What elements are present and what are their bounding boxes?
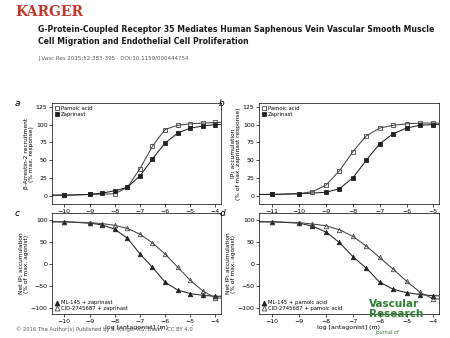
Legend: Pamoic acid, Zaprinast: Pamoic acid, Zaprinast xyxy=(261,106,300,118)
Text: KARGER: KARGER xyxy=(16,5,84,19)
Y-axis label: Net IP₁ accumulation
(% of max. agonist): Net IP₁ accumulation (% of max. agonist) xyxy=(18,233,29,294)
Legend: Pamoic acid, Zaprinast: Pamoic acid, Zaprinast xyxy=(54,106,93,118)
X-axis label: log [antagonist] (m): log [antagonist] (m) xyxy=(317,325,380,330)
Text: © 2016 The Author(s) Published by S. Karger AG, Basel - CC BY 4.0: © 2016 The Author(s) Published by S. Kar… xyxy=(16,326,193,332)
X-axis label: log [agonist] (m): log [agonist] (m) xyxy=(323,215,375,220)
Legend: ML-145 + zaprinast, CID-2745687 + zaprinast: ML-145 + zaprinast, CID-2745687 + zaprin… xyxy=(54,300,128,312)
Text: Journal of: Journal of xyxy=(376,330,399,335)
Text: b: b xyxy=(219,99,225,108)
X-axis label: log [antagonist] (m): log [antagonist] (m) xyxy=(104,325,167,330)
Text: a: a xyxy=(14,99,20,108)
Text: c: c xyxy=(14,209,20,218)
X-axis label: log [agonist] (m): log [agonist] (m) xyxy=(110,215,162,220)
Text: J Vasc Res 2015;52:383-395 · DOI:10.1159/000444754: J Vasc Res 2015;52:383-395 · DOI:10.1159… xyxy=(38,56,189,61)
Text: G-Protein-Coupled Receptor 35 Mediates Human Saphenous Vein Vascular Smooth Musc: G-Protein-Coupled Receptor 35 Mediates H… xyxy=(38,25,435,47)
Text: Vascular
Research: Vascular Research xyxy=(369,299,423,319)
Legend: ML-145 + pamoic acid, CID-2745687 + pamoic acid: ML-145 + pamoic acid, CID-2745687 + pamo… xyxy=(261,300,342,312)
Y-axis label: Net IP₁ accumulation
(% of max. agonist): Net IP₁ accumulation (% of max. agonist) xyxy=(225,233,236,294)
Text: d: d xyxy=(219,209,225,218)
Y-axis label: β-Arrestin-2 recruitment
(% max. response): β-Arrestin-2 recruitment (% max. respons… xyxy=(24,118,35,189)
Y-axis label: IP₁ accumulation
(% of max. zaprinast response): IP₁ accumulation (% of max. zaprinast re… xyxy=(231,107,242,200)
